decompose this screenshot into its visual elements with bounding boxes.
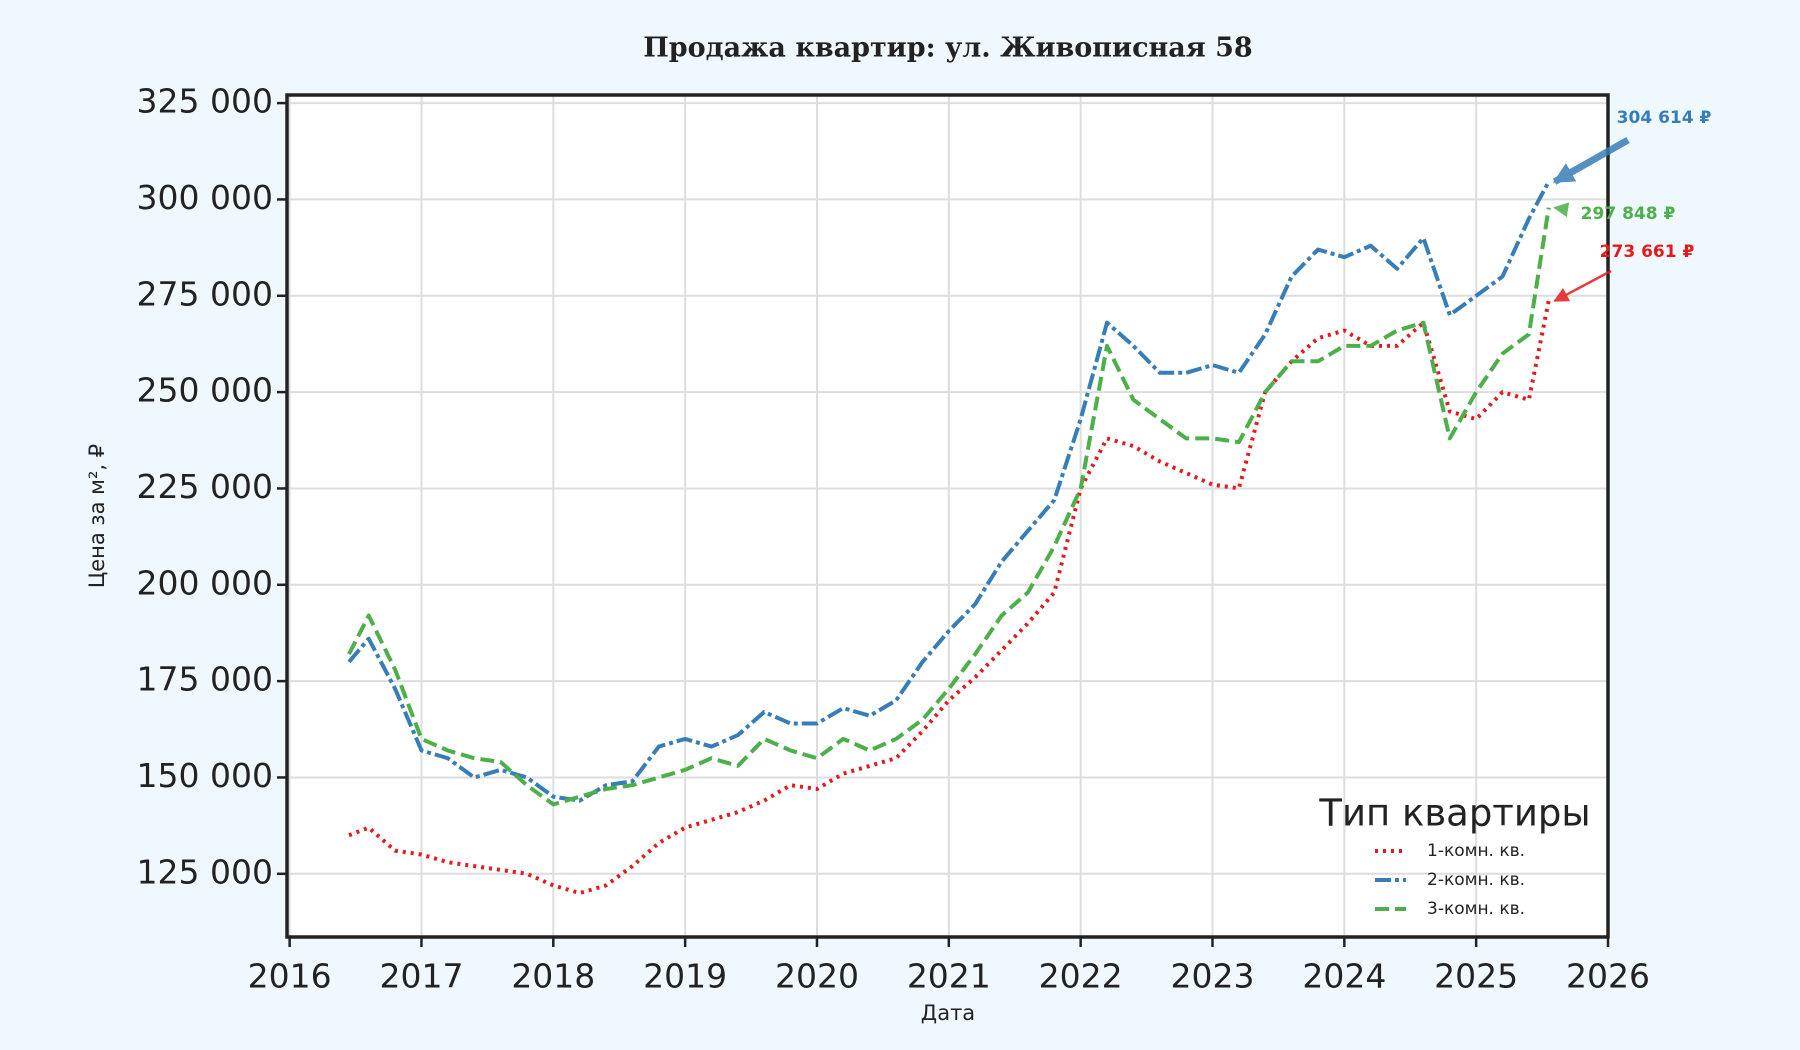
annotation-label: 297 848 ₽: [1581, 204, 1676, 224]
series-line: [347, 207, 1551, 807]
x-tick-label: 2023: [1170, 957, 1254, 996]
chart-title: Продажа квартир: ул. Живописная 58: [643, 33, 1252, 64]
x-tick-label: 2017: [379, 957, 463, 996]
annotation-label: 304 614 ₽: [1617, 108, 1712, 128]
series-line: [348, 300, 1551, 896]
x-axis-label: Дата: [921, 1001, 975, 1025]
x-tick-label: 2022: [1039, 957, 1123, 996]
y-tick-label: 125 000: [137, 852, 273, 891]
x-tick-label: 2019: [643, 957, 727, 996]
annotation-arrow: [1552, 136, 1630, 185]
legend-label: 1-комн. кв.: [1427, 841, 1525, 861]
legend-label: 2-комн. кв.: [1427, 870, 1525, 890]
series-line: [347, 180, 1551, 803]
y-tick-label: 275 000: [137, 274, 273, 313]
x-tick-label: 2020: [775, 957, 859, 996]
x-tick-label: 2024: [1302, 957, 1386, 996]
legend: Тип квартиры 1-комн. кв. 2-комн. кв. 3-ком…: [1318, 792, 1590, 920]
annotation-arrow: [1553, 202, 1570, 218]
annotations: 273 661 ₽ 304 614 ₽ 297 848 ₽: [1552, 108, 1712, 303]
y-tick-label: 175 000: [137, 660, 273, 699]
y-tick-label: 150 000: [137, 756, 273, 795]
annotation-label: 273 661 ₽: [1600, 242, 1695, 262]
x-tick-label: 2021: [907, 957, 991, 996]
lines: [347, 180, 1551, 896]
y-tick-label: 200 000: [137, 563, 273, 602]
x-tick-label: 2026: [1566, 957, 1650, 996]
plot-area: [287, 95, 1608, 937]
y-tick-label: 225 000: [137, 467, 273, 506]
legend-label: 3-комн. кв.: [1427, 899, 1525, 919]
y-tick-label: 300 000: [137, 178, 273, 217]
x-tick-label: 2025: [1434, 957, 1518, 996]
y-tick-label: 325 000: [137, 82, 273, 121]
x-tick-label: 2016: [248, 957, 332, 996]
annotation-arrow: [1553, 269, 1612, 303]
ticks: 125 000 150 000 175 000 200 000 225 000 250 0…: [137, 82, 1650, 996]
y-tick-label: 250 000: [137, 371, 273, 410]
legend-title: Тип квартиры: [1318, 792, 1590, 835]
x-tick-label: 2018: [511, 957, 595, 996]
y-axis-label: Цена за м², ₽: [85, 444, 109, 588]
plot-frame: [285, 93, 1610, 939]
